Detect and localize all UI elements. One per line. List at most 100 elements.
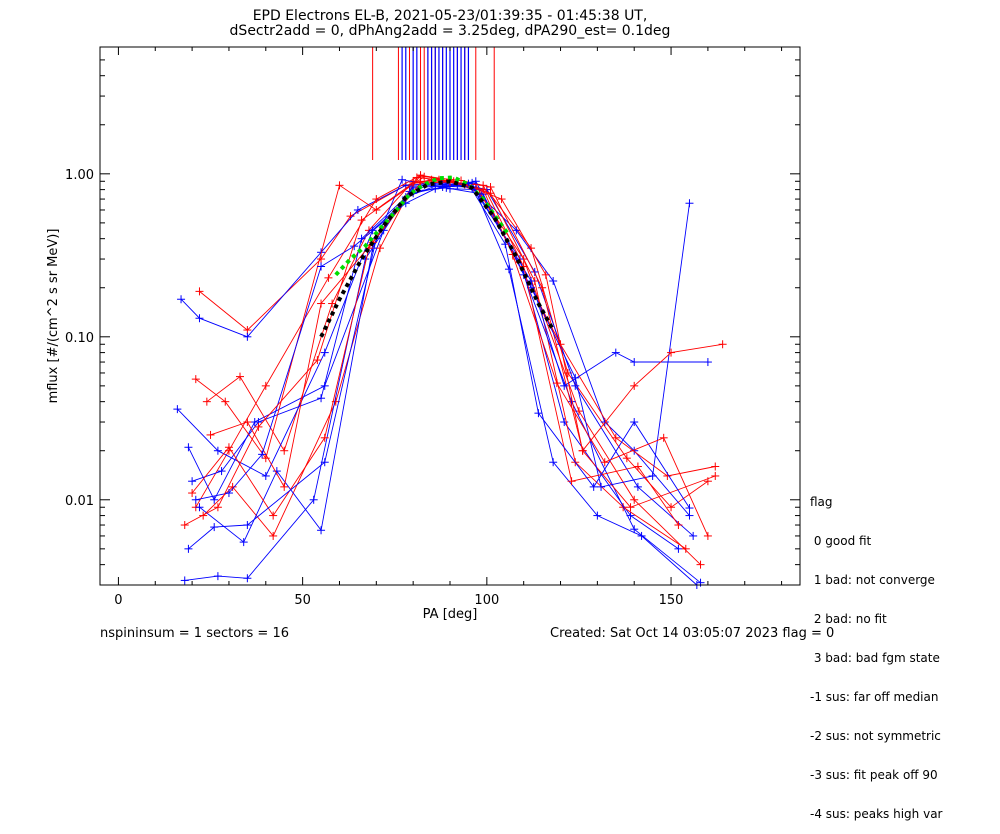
data-point-marker	[681, 544, 690, 553]
data-point-marker	[409, 178, 418, 187]
data-point-marker	[630, 381, 639, 390]
data-point-marker	[674, 544, 683, 553]
data-point-marker	[195, 314, 204, 323]
data-point-marker	[597, 482, 606, 491]
data-point-marker	[213, 446, 222, 455]
series-line	[184, 187, 701, 584]
data-point-marker	[217, 467, 226, 476]
data-point-marker	[711, 462, 720, 471]
y-axis-label: mflux [#/(cm^2 s sr MeV)]	[46, 229, 61, 404]
data-point-marker	[191, 495, 200, 504]
data-point-marker	[243, 326, 252, 335]
data-point-marker	[320, 348, 329, 357]
data-point-marker	[471, 177, 480, 186]
series-line	[195, 176, 716, 508]
data-point-marker	[191, 375, 200, 384]
data-point-marker	[398, 175, 407, 184]
x-tick-label: 150	[659, 593, 684, 608]
data-point-marker	[633, 462, 642, 471]
legend-item: 2 bad: no fit	[810, 612, 887, 626]
data-point-marker	[611, 433, 620, 442]
data-point-marker	[416, 171, 425, 180]
data-point-marker	[188, 489, 197, 498]
data-point-marker	[648, 471, 657, 480]
data-point-marker	[376, 244, 384, 253]
y-tick-label: 0.01	[65, 494, 94, 509]
data-point-marker	[589, 482, 598, 491]
series-line	[195, 183, 690, 509]
data-point-marker	[243, 332, 252, 341]
data-point-marker	[372, 195, 381, 204]
data-point-marker	[630, 358, 639, 367]
data-point-marker	[549, 276, 558, 285]
data-point-marker	[317, 394, 326, 403]
y-tick-label: 1.00	[65, 168, 94, 183]
data-point-marker	[552, 379, 561, 388]
data-point-marker	[320, 458, 329, 467]
data-point-marker	[317, 299, 326, 308]
data-point-marker	[328, 299, 337, 308]
data-point-marker	[560, 418, 569, 427]
data-point-marker	[578, 446, 587, 455]
data-point-marker	[357, 216, 366, 225]
data-point-marker	[571, 381, 580, 390]
series-line	[177, 180, 690, 488]
data-point-marker	[593, 511, 602, 520]
data-point-marker	[224, 489, 233, 498]
x-tick-label: 100	[474, 593, 499, 608]
data-point-marker	[567, 477, 576, 486]
data-point-marker	[538, 283, 547, 292]
data-point-marker	[206, 430, 215, 439]
series-line	[199, 179, 709, 508]
data-point-marker	[261, 471, 270, 480]
data-point-marker	[261, 454, 270, 463]
green-fit-curve	[334, 175, 511, 277]
data-point-marker	[180, 576, 189, 585]
series-line	[188, 182, 698, 586]
data-point-marker	[317, 262, 326, 271]
data-point-marker	[320, 433, 329, 442]
series-line	[195, 174, 701, 565]
data-point-marker	[317, 255, 326, 264]
chart-title-line-2: dSectr2add = 0, dPhAng2add = 3.25deg, dP…	[229, 23, 671, 39]
series-line	[184, 179, 709, 537]
legend-title: flag	[810, 495, 833, 509]
data-point-marker	[184, 443, 193, 452]
data-point-marker	[180, 521, 189, 530]
data-point-marker	[313, 356, 322, 365]
footer-created-info: Created: Sat Oct 14 03:05:07 2023 flag =…	[550, 626, 835, 641]
data-point-marker	[667, 348, 676, 357]
data-point-marker	[685, 504, 694, 513]
data-point-marker	[309, 495, 318, 504]
data-point-marker	[685, 199, 694, 208]
data-point-marker	[280, 482, 289, 491]
legend-item: -1 sus: far off median	[810, 690, 939, 704]
data-point-marker	[685, 511, 694, 520]
data-point-marker	[258, 450, 267, 459]
data-point-marker	[667, 503, 676, 512]
data-point-marker	[674, 521, 683, 530]
data-point-marker	[659, 433, 668, 442]
data-point-marker	[243, 418, 252, 427]
series-line	[210, 181, 679, 526]
y-tick-label: 0.10	[65, 331, 94, 346]
data-point-marker	[718, 340, 727, 349]
data-point-marker	[243, 521, 252, 530]
data-point-marker	[195, 503, 204, 512]
data-point-marker	[353, 205, 362, 214]
data-point-marker	[486, 183, 495, 192]
data-point-marker	[317, 526, 326, 535]
data-point-marker	[512, 226, 521, 235]
data-point-marker	[541, 270, 550, 279]
legend-item: -2 sus: not symmetric	[810, 729, 941, 743]
x-axis-label: PA [deg]	[423, 607, 478, 622]
data-point-marker	[549, 458, 558, 467]
data-point-marker	[228, 482, 237, 491]
x-tick-label: 0	[114, 593, 122, 608]
data-point-marker	[703, 358, 712, 367]
chart-title-line-1: EPD Electrons EL-B, 2021-05-23/01:39:35 …	[252, 8, 648, 24]
data-point-marker	[324, 273, 333, 282]
data-point-marker	[269, 531, 278, 540]
flag-legend: flag 0 good fit 1 bad: not converge 2 ba…	[810, 470, 942, 834]
data-point-marker	[188, 477, 197, 486]
